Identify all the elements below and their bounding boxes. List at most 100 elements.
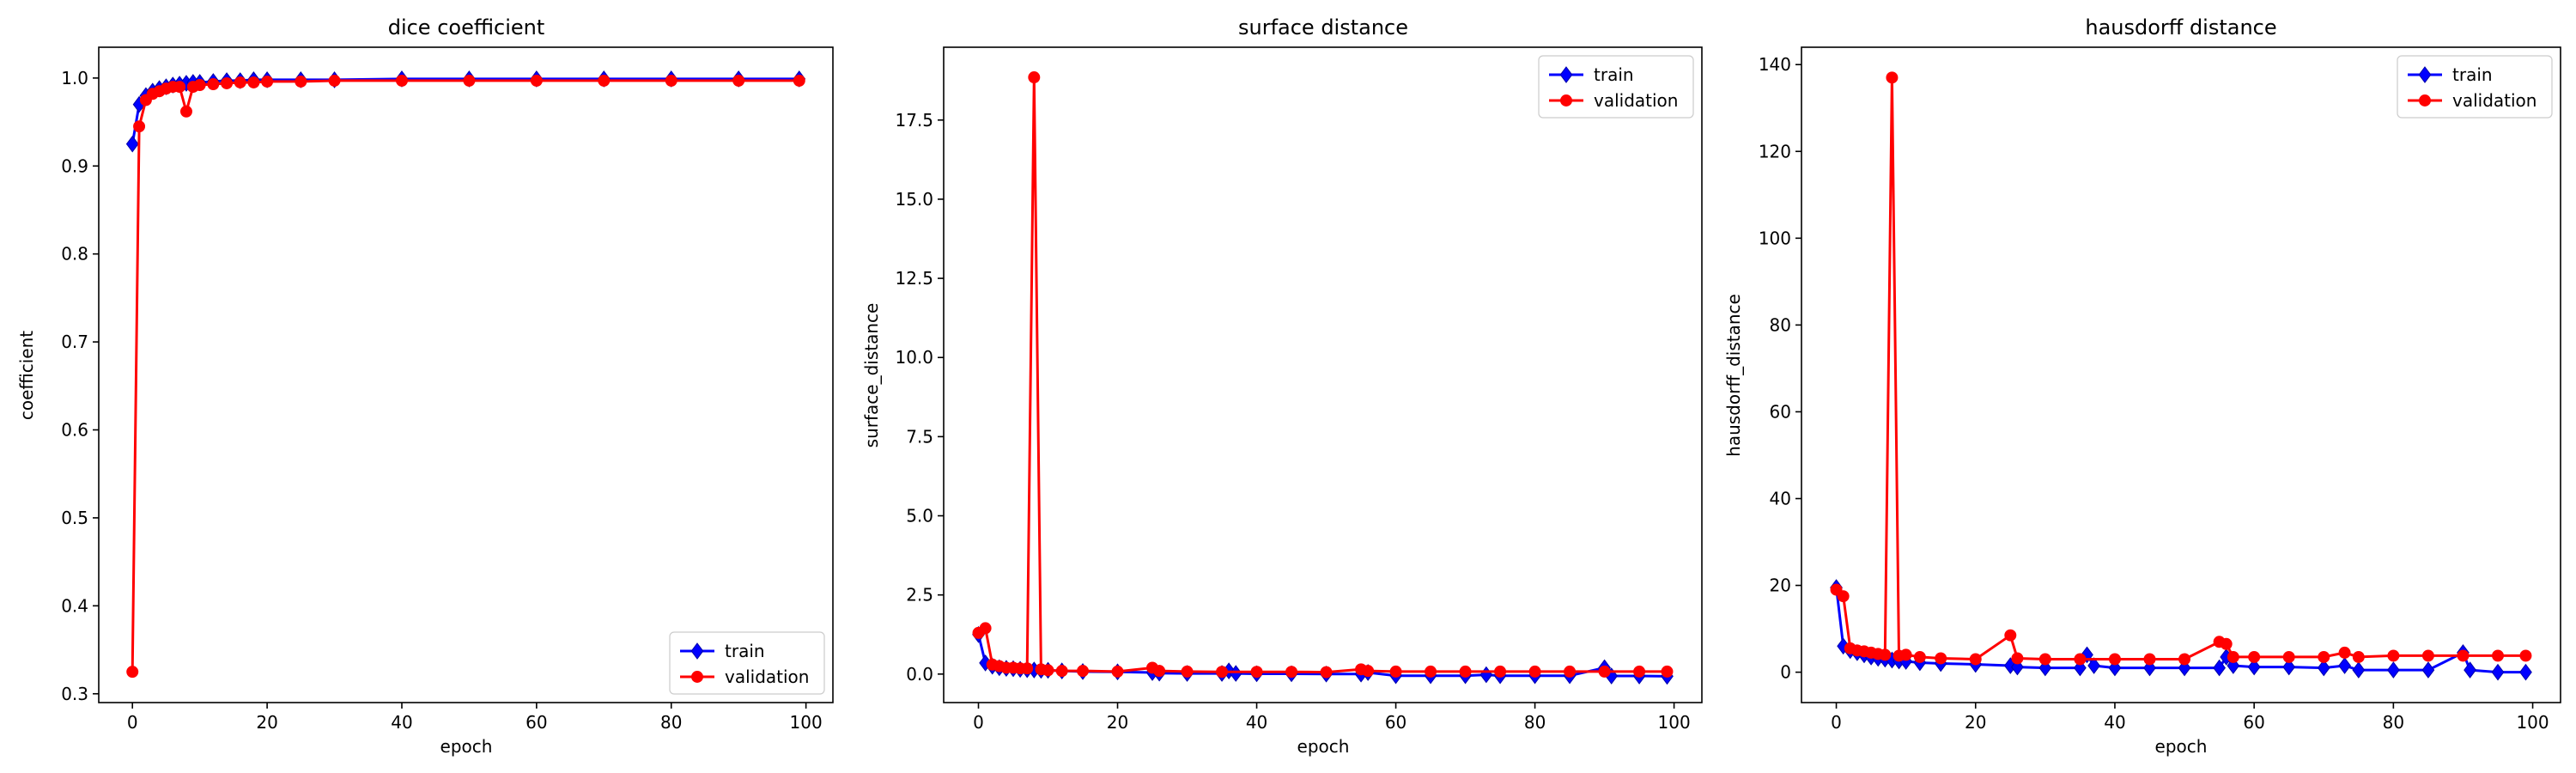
x-tick-label: 60 bbox=[526, 712, 547, 733]
x-tick-label: 60 bbox=[1385, 712, 1406, 733]
y-tick-label: 0.8 bbox=[61, 244, 88, 265]
data-point-validation bbox=[1077, 665, 1089, 678]
data-point-validation bbox=[2074, 653, 2087, 666]
data-point-validation bbox=[1935, 652, 1947, 665]
legend: train validation bbox=[1538, 55, 1694, 119]
data-point-validation bbox=[2220, 637, 2233, 650]
data-point-validation bbox=[1528, 665, 1541, 678]
legend-label-train: train bbox=[2452, 64, 2493, 85]
x-tick-label: 20 bbox=[1965, 712, 1986, 733]
legend-box bbox=[1538, 55, 1694, 119]
data-point-train bbox=[2247, 658, 2261, 676]
legend: train validation bbox=[2397, 55, 2553, 119]
x-tick-label: 0 bbox=[973, 712, 984, 733]
y-tick-label: 1.0 bbox=[61, 68, 88, 88]
data-point-validation bbox=[1459, 665, 1472, 678]
legend-marker-train bbox=[690, 642, 704, 660]
data-point-train bbox=[2386, 661, 2400, 679]
legend-marker-validation bbox=[2419, 94, 2431, 107]
data-point-validation bbox=[1879, 648, 1892, 661]
axes-frame bbox=[98, 46, 834, 703]
data-point-validation bbox=[1250, 666, 1263, 679]
x-tick-label: 0 bbox=[127, 712, 138, 733]
data-point-validation bbox=[1285, 666, 1298, 679]
x-tick-label: 40 bbox=[2104, 712, 2125, 733]
data-point-validation bbox=[193, 79, 206, 92]
x-tick-label: 80 bbox=[660, 712, 682, 733]
y-tick-label: 7.5 bbox=[906, 426, 933, 447]
x-axis-label: epoch bbox=[1297, 736, 1350, 757]
y-tick-label: 120 bbox=[1759, 141, 1791, 161]
plot-area-1: 0 20 40 60 80 100 0.0 2.5 5.0 7.5 10.0 12.5 15.0 17.5… bbox=[895, 46, 1703, 733]
x-tick-label: 80 bbox=[2383, 712, 2404, 733]
data-point-validation bbox=[1042, 664, 1054, 677]
y-tick-label: 5.0 bbox=[906, 506, 933, 526]
data-point-validation bbox=[2318, 650, 2330, 663]
panel-hausdorff: hausdorff distance epoch hausdorff_dista… bbox=[1723, 15, 2277, 757]
y-tick-label: 60 bbox=[1770, 401, 1791, 422]
data-point-validation bbox=[1181, 665, 1194, 678]
data-point-validation bbox=[1564, 665, 1577, 678]
y-tick-label: 15.0 bbox=[895, 189, 933, 210]
data-point-train bbox=[2317, 659, 2330, 677]
data-point-validation bbox=[1886, 71, 1899, 84]
legend-label-train: train bbox=[725, 641, 765, 661]
legend-marker-validation bbox=[691, 671, 703, 683]
data-point-validation bbox=[2038, 653, 2051, 666]
data-point-validation bbox=[173, 81, 186, 94]
data-point-validation bbox=[2457, 649, 2470, 662]
data-point-validation bbox=[1320, 666, 1333, 679]
legend-label-validation: validation bbox=[2452, 90, 2537, 111]
data-point-validation bbox=[133, 120, 146, 133]
plot-area-2: 0 20 40 60 80 100 0 20 40 60 80 100 120 140 train valid… bbox=[1759, 46, 2561, 733]
data-point-validation bbox=[2108, 653, 2121, 666]
data-point-validation bbox=[598, 74, 611, 87]
x-tick-label: 100 bbox=[2516, 712, 2549, 733]
x-tick-label: 0 bbox=[1831, 712, 1842, 733]
data-point-validation bbox=[1598, 665, 1611, 678]
data-point-validation bbox=[1362, 665, 1375, 678]
x-tick-label: 80 bbox=[1524, 712, 1546, 733]
x-tick-label: 100 bbox=[790, 712, 823, 733]
data-point-validation bbox=[2492, 649, 2504, 662]
data-point-validation bbox=[1216, 666, 1229, 679]
data-point-validation bbox=[2248, 650, 2261, 663]
data-point-train bbox=[2352, 661, 2366, 679]
data-point-validation bbox=[126, 666, 139, 679]
legend-label-train: train bbox=[1594, 64, 1634, 85]
data-point-validation bbox=[979, 622, 992, 635]
data-point-validation bbox=[2519, 649, 2532, 662]
data-point-train bbox=[2282, 658, 2296, 676]
y-tick-label: 0.5 bbox=[61, 508, 88, 528]
data-point-train bbox=[2491, 663, 2505, 681]
data-point-validation bbox=[2004, 629, 2017, 642]
legend-box bbox=[2397, 55, 2553, 119]
data-point-validation bbox=[179, 105, 192, 118]
data-point-validation bbox=[1969, 653, 1982, 666]
data-point-train bbox=[2338, 657, 2351, 674]
data-point-validation bbox=[1494, 665, 1507, 678]
x-tick-label: 40 bbox=[1246, 712, 1267, 733]
data-point-validation bbox=[1028, 71, 1041, 83]
data-point-validation bbox=[1633, 665, 1646, 678]
y-tick-label: 0.7 bbox=[61, 332, 88, 352]
y-tick-label: 12.5 bbox=[895, 268, 933, 289]
data-point-validation bbox=[2421, 649, 2434, 662]
y-tick-label: 17.5 bbox=[895, 110, 933, 131]
data-point-validation bbox=[2178, 653, 2191, 666]
data-point-validation bbox=[1837, 590, 1850, 603]
data-point-validation bbox=[2143, 653, 2156, 666]
data-point-validation bbox=[1389, 665, 1402, 678]
x-tick-label: 100 bbox=[1658, 712, 1691, 733]
y-tick-label: 2.5 bbox=[906, 585, 933, 606]
data-point-validation bbox=[2227, 650, 2239, 663]
data-point-validation bbox=[1899, 648, 1912, 661]
data-point-validation bbox=[665, 74, 677, 87]
y-axis-label: coefficient bbox=[16, 331, 37, 420]
axes-frame bbox=[1801, 46, 2561, 703]
y-axis-label: surface_distance bbox=[861, 303, 882, 448]
data-point-validation bbox=[1913, 650, 1926, 663]
panel-dice: dice coefficient epoch coefficient bbox=[16, 15, 544, 757]
